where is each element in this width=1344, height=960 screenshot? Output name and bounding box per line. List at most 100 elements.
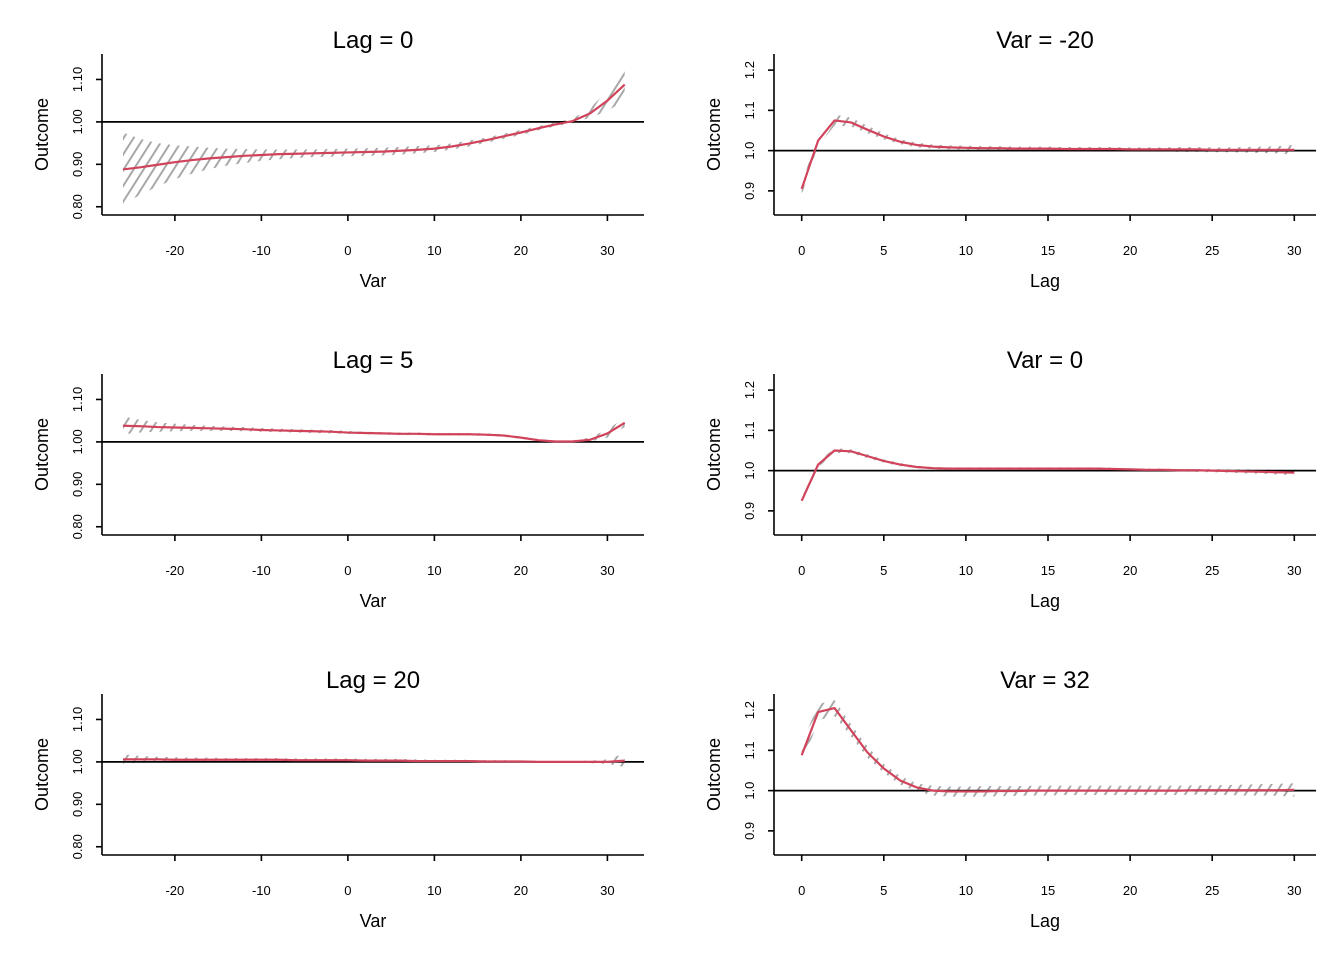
x-tick-label: 30 [1287, 563, 1301, 578]
hatch-line [1143, 448, 1295, 504]
hatch-line [801, 448, 935, 504]
hatch-line [801, 448, 865, 504]
hatch-line [601, 753, 625, 767]
hatch-line [0, 0, 62, 235]
hatch-line [1183, 448, 1295, 504]
hatch-line [621, 416, 625, 443]
x-tick-label: 30 [600, 883, 614, 898]
chart-title: Var = -20 [996, 27, 1094, 54]
x-tick-label: 25 [1205, 563, 1219, 578]
hatch-line [1023, 448, 1295, 504]
hatch-line [973, 448, 1255, 504]
hatch-line [551, 416, 625, 443]
hatch-line [913, 700, 1195, 797]
hatch-line [551, 753, 625, 767]
hatch-line [122, 753, 193, 767]
hatch-line [122, 416, 343, 443]
x-tick-label: 10 [427, 243, 441, 258]
hatch-line [434, 0, 714, 235]
hatch-line [311, 416, 593, 443]
y-tick-label: 1.0 [742, 462, 757, 480]
hatch-line [0, 114, 122, 555]
hatch-line [404, 0, 684, 235]
hatch-line [122, 70, 373, 205]
hatch-line [411, 753, 625, 767]
hatch-line [514, 114, 794, 555]
hatch-line [1243, 700, 1295, 797]
hatch-line [394, 114, 674, 555]
hatch-line [883, 700, 1165, 797]
hatch-line [1063, 700, 1295, 797]
hatch-line [444, 114, 724, 555]
y-tick-label: 1.00 [70, 109, 85, 134]
hatch-line [963, 448, 1245, 504]
hatch-line [1203, 448, 1295, 504]
hatch-line [983, 700, 1265, 797]
hatch-line [973, 700, 1255, 797]
hatch-line [231, 753, 513, 767]
hatch-line [1093, 114, 1295, 195]
x-tick-label: 25 [1205, 243, 1219, 258]
hatch-line [541, 753, 625, 767]
x-tick-label: 0 [798, 243, 805, 258]
hatch-line [801, 700, 1025, 797]
hatch-line [1103, 448, 1295, 504]
hatch-line [652, 434, 932, 875]
hatch-line [371, 416, 625, 443]
hatch-line [122, 70, 363, 205]
hatch-line [201, 70, 483, 205]
hatch-line [401, 753, 625, 767]
hatch-line [122, 416, 193, 443]
x-tick-label: 10 [959, 563, 973, 578]
hatch-line [801, 700, 995, 797]
hatch-line [1073, 114, 1295, 195]
x-tick-label: -10 [252, 243, 271, 258]
hatch-line [1033, 448, 1295, 504]
hatch-line [394, 0, 674, 235]
hatch-line [122, 70, 383, 205]
hatch-line [541, 70, 625, 205]
hatch-line [491, 416, 625, 443]
hatch-line [0, 0, 22, 235]
hatch-line [122, 416, 393, 443]
hatch-line [1173, 700, 1295, 797]
hatch-line [464, 434, 744, 875]
hatch-line [591, 416, 625, 443]
hatch-line [813, 700, 1095, 797]
hatch-line [1213, 448, 1295, 504]
hatch-line [813, 448, 1095, 504]
confidence-band [0, 114, 625, 555]
hatch-line [521, 70, 625, 205]
hatch-line [0, 0, 2, 235]
hatch-line [953, 448, 1235, 504]
hatch-line [801, 448, 805, 504]
hatch-line [561, 70, 625, 205]
hatch-line [863, 700, 1145, 797]
hatch-line [801, 700, 925, 797]
hatch-line [191, 70, 473, 205]
hatch-line [801, 114, 935, 195]
chart-panel-6: 0 5 10 15 20 25 30 0.9 1.0 1.1 1.2 Var = 32 Lag Outco… [414, 434, 1316, 931]
hatch-line [801, 448, 1075, 504]
y-tick-label: 0.9 [742, 502, 757, 520]
hatch-line [271, 416, 553, 443]
hatch-line [923, 448, 1205, 504]
hatch-line [414, 434, 694, 875]
hatch-line [191, 416, 473, 443]
x-tick-label: -20 [165, 563, 184, 578]
hatch-line [171, 416, 453, 443]
hatch-line [1304, 0, 1344, 235]
hatch-line [384, 0, 664, 235]
hatch-line [494, 114, 774, 555]
hatch-line [181, 416, 463, 443]
x-tick-label: 20 [1123, 243, 1137, 258]
hatch-line [621, 70, 625, 205]
hatch-line [801, 448, 1025, 504]
hatch-line [122, 753, 183, 767]
hatch-line [1153, 700, 1295, 797]
hatch-line [591, 753, 625, 767]
hatch-line [0, 0, 122, 235]
hatch-line [421, 753, 625, 767]
hatch-line [131, 753, 413, 767]
hatch-line [652, 0, 932, 235]
